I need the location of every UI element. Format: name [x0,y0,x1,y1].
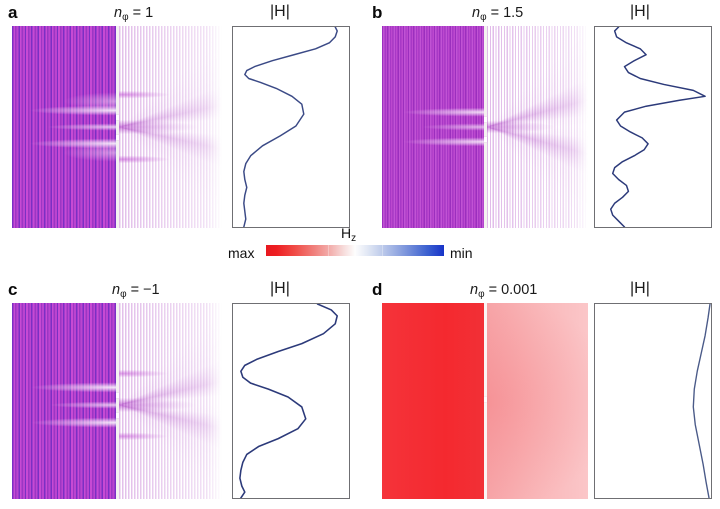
panel-c-field-map [12,303,222,499]
colorbar-title-subscript: z [351,233,357,245]
panel-a-incident-interference [12,81,116,173]
panel-c: c nφ = −1 |H| [8,281,356,505]
panel-a-incident-region [12,26,116,228]
panel-d-h-label: |H| [630,280,650,297]
colorbar-tick-3 [382,245,383,256]
panel-a-h-profile-box [232,26,350,228]
panel-c-slit-2 [116,412,119,418]
panel-b-field-map [376,26,588,228]
panel-c-interface [116,303,119,499]
colorbar-gradient [266,245,444,256]
panel-b-interface [484,26,487,228]
panel-b-transmitted-region [487,26,588,228]
panel-b-letter: b [372,3,383,22]
panel-c-h-label: |H| [270,280,290,297]
panel-b-slit-2 [484,137,487,143]
panel-d-slit-1 [484,397,487,403]
panel-a-h-profile-curve [243,27,338,227]
panel-c-transmitted-region [119,303,222,499]
colorbar-label-min: min [450,245,473,261]
panel-d-evanescent-field [487,303,588,499]
panel-a-title-equation: = 1 [128,5,154,21]
panel-d-title-subscript: φ [478,289,485,301]
panel-d-h-profile-box [594,303,712,499]
panel-a: a nφ = 1 |H| [8,4,356,236]
panel-d-title: nφ = 0.001 [470,282,538,301]
panel-c-title-equation: = −1 [126,282,160,298]
panel-d-title-equation: = 0.001 [484,282,538,298]
colorbar-tick-1 [328,245,329,256]
panel-a-h-label: |H| [270,3,290,20]
panel-c-title-subscript: φ [120,289,127,301]
panel-d-h-profile-curve [692,304,711,498]
colorbar-title: Hz [341,225,357,245]
panel-c-incident-interference [12,360,116,449]
panel-b-h-label: |H| [630,3,650,20]
panel-a-letter: a [8,3,18,22]
panel-d-field-map [376,303,588,499]
panel-d-uniform-field [382,303,484,499]
panel-b-slit-1 [484,116,487,122]
panel-a-slit-1 [116,114,119,120]
panel-a-slit-2 [116,135,119,141]
panel-b-h-profile-box [594,26,712,228]
panel-c-h-profile-box [232,303,350,499]
panel-b-diffraction-beams [487,26,588,228]
panel-d-incident-region [382,303,484,499]
panel-a-field-map [12,26,222,228]
panel-c-h-profile-curve [239,304,338,498]
panel-a-title-subscript: φ [122,12,129,24]
panel-b-title-equation: = 1.5 [486,5,524,21]
panel-a-interface [116,26,119,228]
panel-b-h-profile-curve [609,27,706,227]
panel-d: d nφ = 0.001 |H| [372,281,716,505]
panel-d-transmitted-region [487,303,588,499]
colorbar: Hz max min [228,226,492,260]
panel-d-letter: d [372,280,383,299]
colorbar-tick-2 [355,245,356,256]
panel-b-title: nφ = 1.5 [472,5,524,24]
panel-c-diffraction-beams [119,303,222,499]
panel-c-incident-region [12,303,116,499]
panel-c-letter: c [8,280,18,299]
panel-c-focal-lobes [119,303,222,499]
panel-b-incident-region [382,26,484,228]
panel-a-transmitted-region [119,26,222,228]
panel-a-title: nφ = 1 [114,5,154,24]
panel-c-slit-1 [116,393,119,399]
panel-c-title: nφ = −1 [112,282,160,301]
panel-a-focal-lobes [119,26,222,228]
panel-b: b nφ = 1.5 |H| [372,4,716,236]
colorbar-label-max: max [228,245,255,261]
panel-b-title-subscript: φ [480,12,487,24]
panel-b-incident-interference [382,90,484,164]
